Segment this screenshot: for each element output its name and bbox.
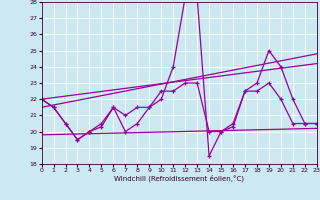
X-axis label: Windchill (Refroidissement éolien,°C): Windchill (Refroidissement éolien,°C) <box>114 175 244 182</box>
